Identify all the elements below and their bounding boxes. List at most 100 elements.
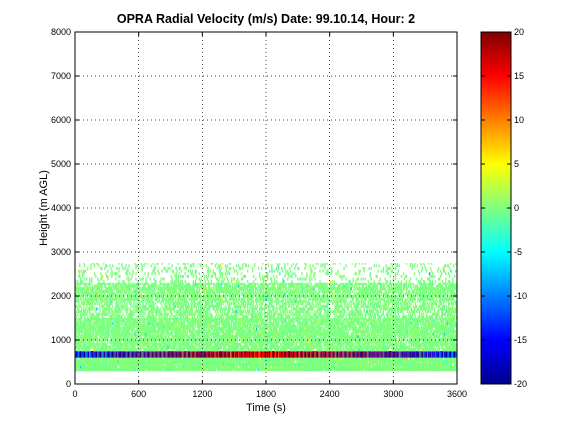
heatmap-cell — [256, 318, 259, 320]
heatmap-cell — [414, 362, 417, 366]
heatmap-cell — [262, 324, 265, 328]
heatmap-cell — [80, 368, 82, 372]
heatmap-cell — [433, 365, 436, 369]
heatmap-cell — [166, 337, 168, 341]
heatmap-cell — [285, 348, 287, 352]
heatmap-cell — [404, 357, 407, 361]
heatmap-cell — [163, 351, 165, 358]
heatmap-cell — [118, 348, 120, 352]
heatmap-cell — [216, 360, 219, 364]
heatmap-cell — [79, 362, 81, 366]
heatmap-cell — [247, 319, 250, 323]
heatmap-cell — [171, 321, 173, 325]
heatmap-cell — [258, 318, 261, 320]
heatmap-cell — [157, 368, 159, 372]
heatmap-cell — [287, 327, 289, 331]
heatmap-cell — [175, 343, 177, 347]
heatmap-cell — [159, 343, 161, 347]
heatmap-cell — [117, 345, 119, 349]
heatmap-cell — [121, 360, 123, 364]
heatmap-cell — [236, 335, 239, 339]
heatmap-cell — [201, 368, 204, 372]
heatmap-cell — [138, 318, 140, 320]
heatmap-cell — [302, 368, 304, 372]
heatmap-cell — [147, 329, 149, 333]
heatmap-cell — [347, 368, 349, 372]
heatmap-cell — [113, 340, 115, 344]
heatmap-cell — [182, 345, 184, 349]
heatmap-cell — [148, 351, 150, 358]
heatmap-cell — [362, 360, 364, 364]
heatmap-cell — [289, 319, 291, 323]
heatmap-cell — [84, 327, 86, 331]
heatmap-cell — [98, 343, 100, 347]
heatmap-cell — [78, 362, 80, 366]
heatmap-cell — [253, 327, 256, 331]
heatmap-cell — [336, 368, 338, 372]
heatmap-cell — [195, 332, 198, 336]
heatmap-cell — [287, 329, 289, 333]
heatmap-cell — [190, 340, 193, 344]
heatmap-cell — [258, 368, 261, 372]
heatmap-cell — [214, 357, 217, 361]
heatmap-cell — [91, 319, 93, 323]
heatmap-cell — [131, 360, 133, 364]
heatmap-cell — [205, 318, 208, 320]
heatmap-cell — [145, 365, 147, 369]
heatmap-cell — [349, 362, 351, 366]
heatmap-cell — [183, 321, 185, 325]
heatmap-cell — [337, 362, 339, 366]
heatmap-cell — [179, 343, 181, 347]
heatmap-cell — [230, 319, 233, 323]
heatmap-cell — [178, 360, 180, 364]
heatmap-cell — [244, 324, 247, 328]
heatmap-cell — [212, 362, 215, 366]
heatmap-cell — [306, 351, 308, 358]
heatmap-cell — [158, 351, 160, 358]
heatmap-cell — [107, 321, 109, 325]
heatmap-cell — [410, 368, 413, 372]
heatmap-cell — [162, 337, 164, 341]
heatmap-cell — [300, 362, 302, 366]
heatmap-cell — [287, 360, 289, 364]
heatmap-cell — [276, 348, 278, 352]
heatmap-cell — [444, 362, 447, 366]
heatmap-cell — [239, 365, 242, 369]
heatmap-cell — [155, 360, 157, 364]
heatmap-cell — [394, 368, 397, 372]
heatmap-cell — [231, 329, 234, 333]
heatmap-cell — [83, 327, 85, 331]
heatmap-cell — [215, 335, 218, 339]
heatmap-cell — [406, 360, 409, 364]
heatmap-cell — [104, 324, 106, 328]
heatmap-cell — [123, 365, 125, 369]
heatmap-cell — [228, 335, 231, 339]
heatmap-cell — [281, 357, 283, 361]
heatmap-cell — [252, 329, 255, 333]
heatmap-cell — [204, 357, 207, 361]
heatmap-cell — [288, 345, 290, 349]
heatmap-cell — [175, 329, 177, 333]
heatmap-cell — [256, 329, 259, 333]
heatmap-cell — [179, 318, 181, 320]
heatmap-cell — [267, 327, 269, 331]
heatmap-cell — [262, 351, 265, 358]
heatmap-cell — [454, 360, 457, 364]
heatmap-cell — [336, 362, 338, 366]
heatmap-cell — [235, 337, 238, 341]
heatmap-cell — [212, 348, 215, 352]
heatmap-cell — [251, 345, 254, 349]
heatmap-cell — [76, 321, 78, 325]
heatmap-cell — [171, 357, 173, 361]
heatmap-cell — [102, 332, 104, 336]
heatmap-cell — [208, 321, 211, 325]
heatmap-cell — [272, 329, 274, 333]
heatmap-cell — [142, 357, 144, 361]
heatmap-cell — [361, 368, 363, 372]
heatmap-cell — [248, 365, 251, 369]
heatmap-cell — [252, 335, 255, 339]
heatmap-cell — [254, 362, 257, 366]
heatmap-cell — [288, 324, 290, 328]
heatmap-cell — [278, 321, 280, 325]
heatmap-cell — [110, 329, 112, 333]
